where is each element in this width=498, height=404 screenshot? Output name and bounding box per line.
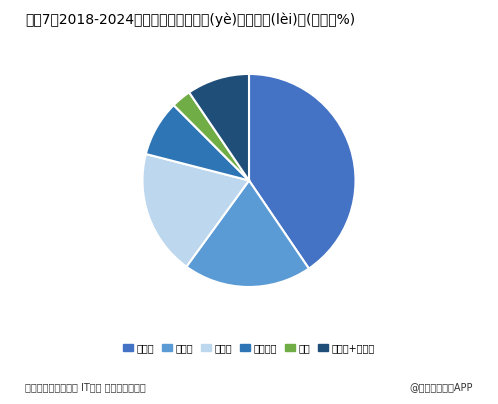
Wedge shape (249, 74, 356, 269)
Wedge shape (186, 181, 309, 287)
Wedge shape (142, 154, 249, 267)
Wedge shape (174, 93, 249, 181)
Wedge shape (146, 105, 249, 181)
Legend: 投資性, 實體類, 未披露, 公開發行, 個人, 投資性+實體性: 投資性, 實體類, 未披露, 公開發行, 個人, 投資性+實體性 (119, 339, 379, 357)
Wedge shape (189, 74, 249, 181)
Text: @前瞻經濟學人APP: @前瞻經濟學人APP (409, 382, 473, 392)
Text: 圖表7：2018-2024年中國橡膠制品行業(yè)投資方類(lèi)型(單位：%): 圖表7：2018-2024年中國橡膠制品行業(yè)投資方類(lèi)型(單位：… (25, 12, 355, 27)
Text: 資料來源：烯牛數據 IT桔子 前瞻產業研究院: 資料來源：烯牛數據 IT桔子 前瞻產業研究院 (25, 382, 145, 392)
